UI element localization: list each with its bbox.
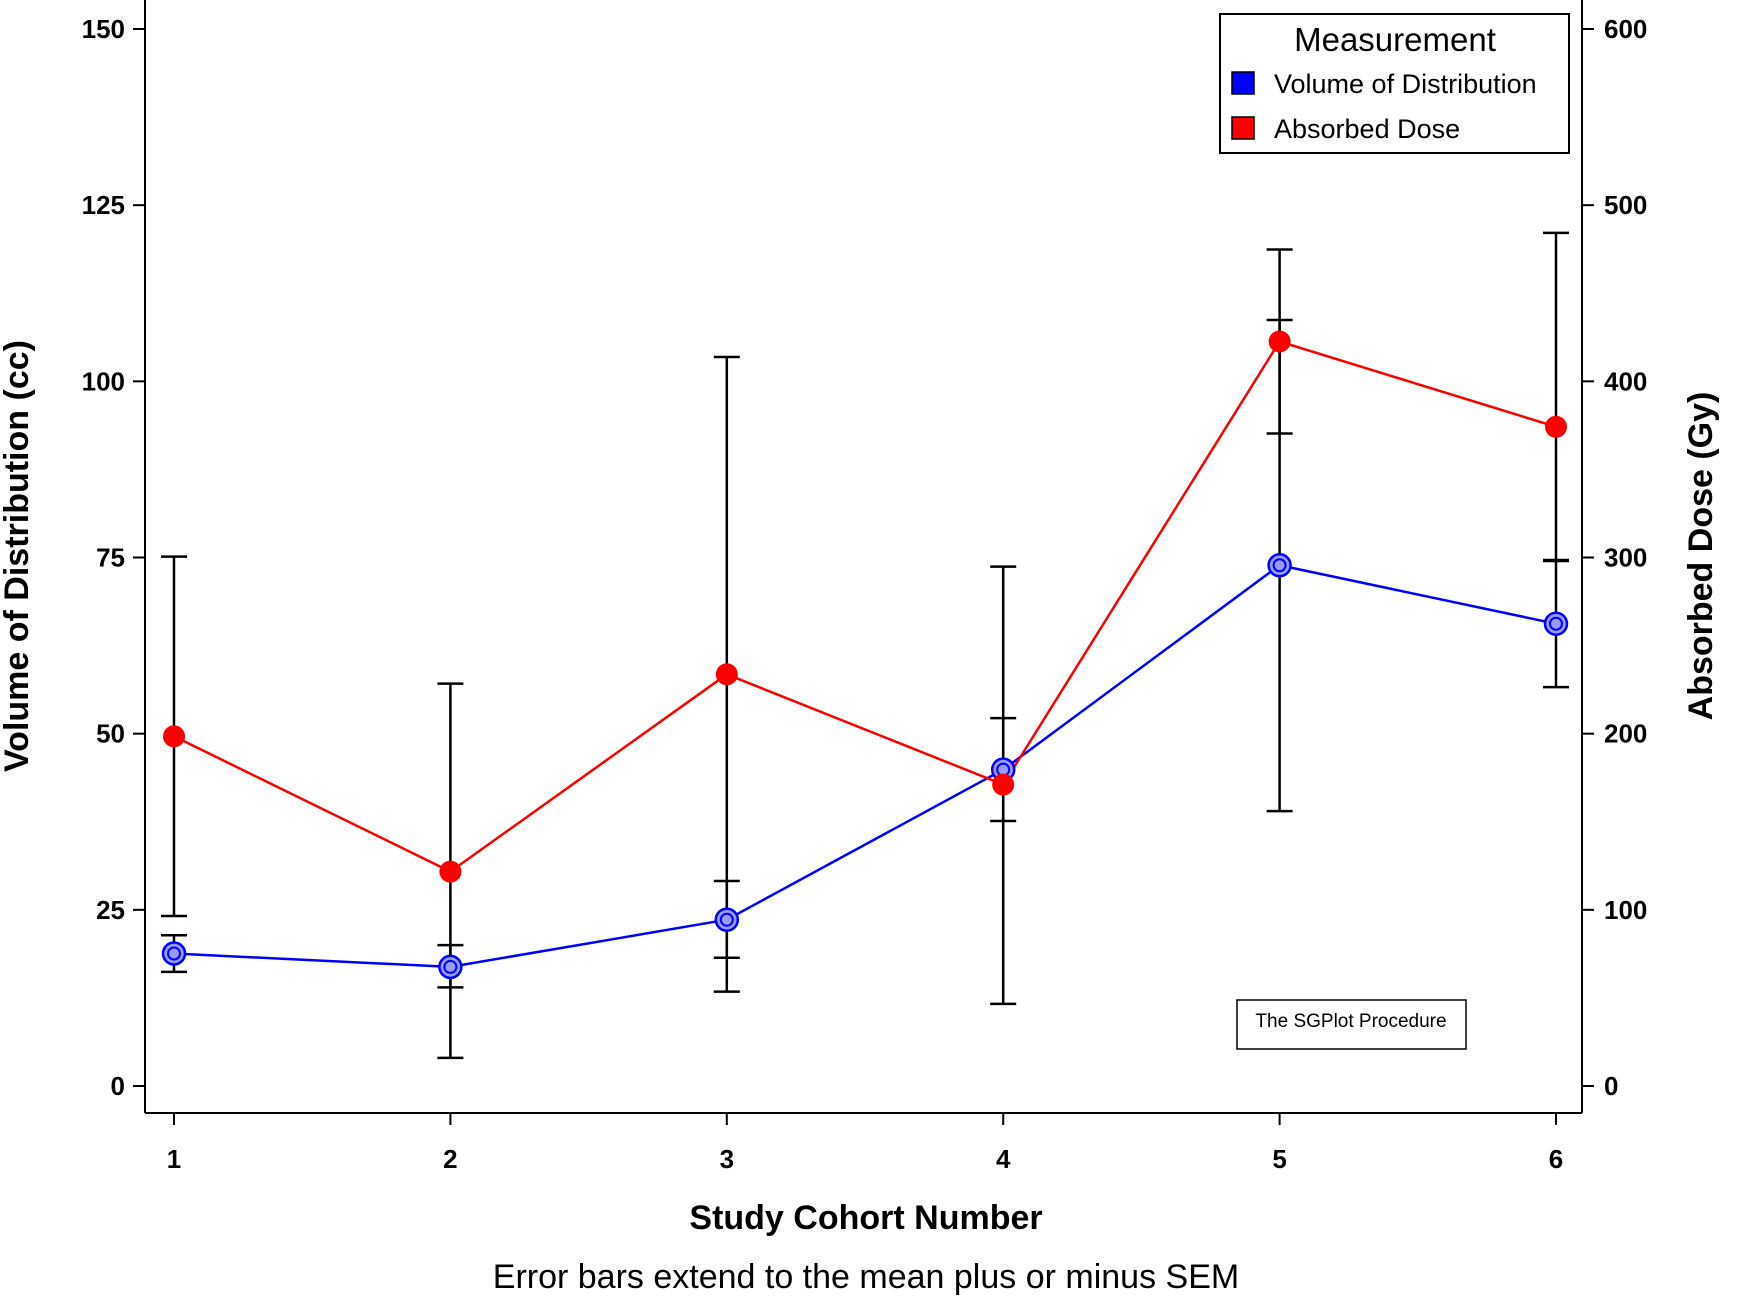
- procedure-annotation-text: The SGPlot Procedure: [1255, 1011, 1446, 1032]
- marker-volume: [161, 941, 187, 966]
- marker-dose: [1268, 330, 1291, 353]
- marker-dose: [1545, 415, 1567, 438]
- markers-layer: [161, 330, 1569, 980]
- series-line-volume: [173, 563, 1557, 969]
- series-lines-layer: [173, 340, 1557, 969]
- y-tick-label: 50: [96, 719, 125, 749]
- legend-swatch-dose: [1231, 116, 1255, 140]
- y-tick-label: 75: [96, 543, 125, 573]
- marker-dose: [715, 663, 738, 686]
- y-tick-label: 0: [111, 1071, 125, 1101]
- marker-volume-inner: [1549, 616, 1563, 631]
- marker-volume-inner: [1272, 558, 1287, 573]
- legend-label-dose: Absorbed Dose: [1274, 114, 1460, 144]
- marker-dose: [992, 773, 1015, 796]
- y-axis-title: Volume of Distribution (cc): [0, 340, 36, 772]
- y2-tick-label: 0: [1604, 1071, 1618, 1101]
- legend-title: Measurement: [1294, 21, 1496, 58]
- x-axis-title: Study Cohort Number: [689, 1199, 1042, 1237]
- marker-volume-inner: [443, 959, 458, 974]
- marker-volume: [714, 907, 740, 932]
- y2-tick-label: 300: [1604, 543, 1647, 573]
- marker-volume: [1267, 553, 1292, 578]
- marker-volume: [1543, 611, 1569, 636]
- y2-tick-label: 500: [1604, 190, 1647, 220]
- y2-tick-label: 400: [1604, 366, 1647, 396]
- y2-tick-label: 100: [1604, 895, 1647, 925]
- legend-box: [1219, 13, 1570, 154]
- footnote: Error bars extend to the mean plus or mi…: [493, 1258, 1239, 1296]
- x-tick-label: 3: [720, 1144, 734, 1174]
- marker-volume-inner: [167, 946, 181, 961]
- procedure-annotation-box: [1236, 999, 1467, 1050]
- legend-label-volume: Volume of Distribution: [1274, 69, 1537, 99]
- y-tick-label: 25: [96, 895, 125, 925]
- y-tick-label: 125: [82, 190, 125, 220]
- marker-volume-inner: [719, 912, 734, 927]
- x-tick-label: 2: [443, 1144, 457, 1174]
- y2-tick-label: 200: [1604, 719, 1647, 749]
- legend: Measurement Volume of Distribution Absor…: [1219, 13, 1570, 154]
- legend-swatch-volume: [1231, 71, 1255, 95]
- y2-tick-label: 600: [1604, 14, 1647, 44]
- x-tick-label: 5: [1272, 1144, 1286, 1174]
- y-tick-label: 150: [82, 14, 125, 44]
- y2-axis-title: Absorbed Dose (Gy): [1682, 392, 1720, 721]
- marker-dose: [439, 860, 462, 883]
- procedure-annotation: The SGPlot Procedure: [1236, 999, 1467, 1050]
- ticks-layer: 0 25 50 75 100 125 150 0 100 200 300 400 500 600 1 2 3 4 5…: [82, 14, 1648, 1174]
- x-tick-label: 4: [996, 1144, 1011, 1174]
- x-tick-label: 6: [1549, 1144, 1563, 1174]
- y-tick-label: 100: [82, 366, 125, 396]
- marker-volume: [438, 954, 463, 980]
- x-tick-label: 1: [167, 1144, 181, 1174]
- marker-dose: [163, 725, 185, 748]
- series-line-dose: [173, 340, 1557, 874]
